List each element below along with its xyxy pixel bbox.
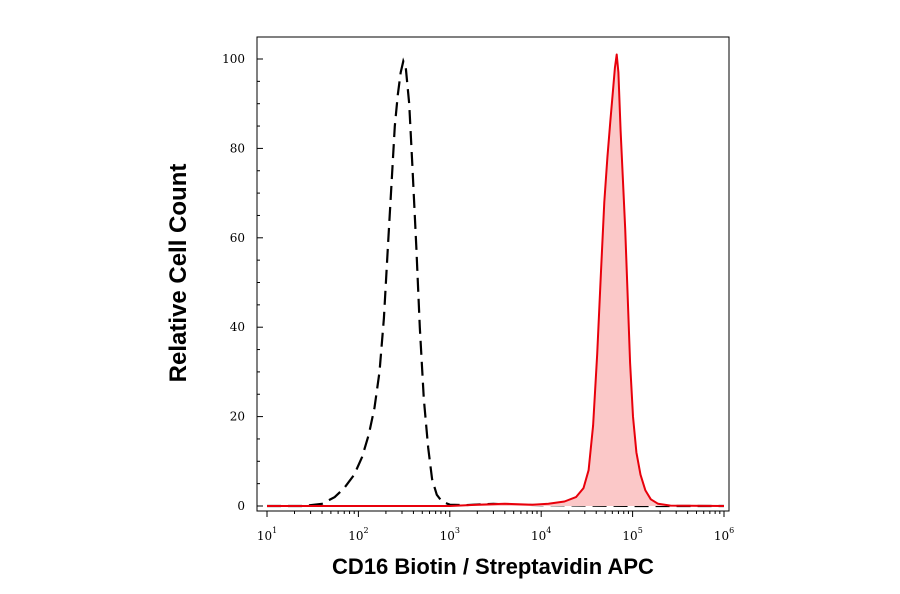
y-tick-label-60: 60 [230,231,245,245]
series-1-fill [267,54,724,506]
x-axis-title: CD16 Biotin / Streptavidin APC [332,554,654,579]
series-0-line [267,57,724,508]
y-tick-label-0: 0 [237,499,245,513]
y-tick-label-20: 20 [230,410,245,424]
x-tick-label-5: 105 [622,526,642,543]
x-tick-label-6: 106 [714,526,734,543]
ticks-layer: 0 20 40 60 80 100 101 102 103 104 105 106 [222,52,734,543]
x-tick-label-1: 101 [257,526,277,543]
y-tick-label-80: 80 [230,141,245,155]
series-1-line [267,53,725,507]
plot-frame [256,36,730,512]
x-tick-label-3: 103 [440,526,460,543]
y-axis-title: Relative Cell Count [165,164,192,383]
series-layer [267,53,725,508]
x-tick-label-4: 104 [531,526,551,543]
y-tick-label-40: 40 [230,320,245,334]
x-tick-label-2: 102 [348,526,368,543]
y-tick-label-100: 100 [222,52,245,66]
